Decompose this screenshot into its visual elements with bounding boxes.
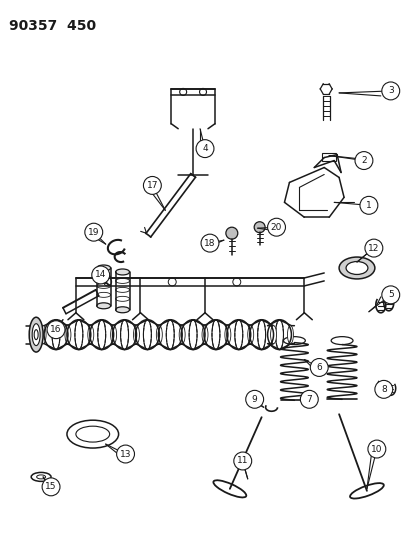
Text: 15: 15 <box>45 482 57 491</box>
Ellipse shape <box>97 303 110 309</box>
Circle shape <box>116 445 134 463</box>
Text: 14: 14 <box>95 270 106 279</box>
Ellipse shape <box>133 326 139 344</box>
Text: 10: 10 <box>370 445 382 454</box>
Ellipse shape <box>29 317 43 352</box>
Text: 7: 7 <box>306 395 311 404</box>
Text: 11: 11 <box>236 456 248 465</box>
Ellipse shape <box>115 307 129 313</box>
Text: 8: 8 <box>380 385 386 394</box>
Circle shape <box>85 223 102 241</box>
Circle shape <box>381 286 399 304</box>
Ellipse shape <box>270 326 276 344</box>
Ellipse shape <box>110 326 116 344</box>
Circle shape <box>267 218 285 236</box>
Ellipse shape <box>32 324 40 345</box>
Circle shape <box>364 239 382 257</box>
Text: 3: 3 <box>387 86 393 95</box>
Text: 2: 2 <box>360 156 366 165</box>
Ellipse shape <box>202 326 207 344</box>
Circle shape <box>381 82 399 100</box>
Ellipse shape <box>97 265 110 271</box>
Ellipse shape <box>40 326 46 344</box>
Circle shape <box>359 196 377 214</box>
Circle shape <box>201 234 218 252</box>
Text: 17: 17 <box>146 181 158 190</box>
Ellipse shape <box>287 326 293 344</box>
Circle shape <box>374 381 392 398</box>
Ellipse shape <box>224 326 230 344</box>
Text: 6: 6 <box>316 363 321 372</box>
Circle shape <box>143 176 161 195</box>
Ellipse shape <box>338 257 374 279</box>
Ellipse shape <box>179 326 185 344</box>
Circle shape <box>92 266 109 284</box>
Ellipse shape <box>156 326 162 344</box>
Circle shape <box>245 390 263 408</box>
Text: 1: 1 <box>365 201 371 210</box>
Text: 19: 19 <box>88 228 99 237</box>
Ellipse shape <box>247 326 253 344</box>
Circle shape <box>42 478 60 496</box>
Circle shape <box>196 140 214 158</box>
Circle shape <box>367 440 385 458</box>
Text: 12: 12 <box>367 244 379 253</box>
Circle shape <box>354 151 372 169</box>
Text: 4: 4 <box>202 144 207 153</box>
Ellipse shape <box>88 326 93 344</box>
Ellipse shape <box>115 269 129 275</box>
Text: 5: 5 <box>387 290 393 300</box>
Text: 18: 18 <box>204 239 215 248</box>
Text: 90357  450: 90357 450 <box>9 19 96 33</box>
Circle shape <box>225 227 237 239</box>
Ellipse shape <box>65 326 71 344</box>
Ellipse shape <box>345 262 367 274</box>
Circle shape <box>233 452 251 470</box>
Text: 20: 20 <box>270 223 282 232</box>
Text: 9: 9 <box>251 395 257 404</box>
Text: 16: 16 <box>50 325 62 334</box>
Circle shape <box>47 321 65 338</box>
Text: 13: 13 <box>119 449 131 458</box>
Circle shape <box>310 359 328 376</box>
Circle shape <box>300 390 318 408</box>
Circle shape <box>254 222 264 233</box>
